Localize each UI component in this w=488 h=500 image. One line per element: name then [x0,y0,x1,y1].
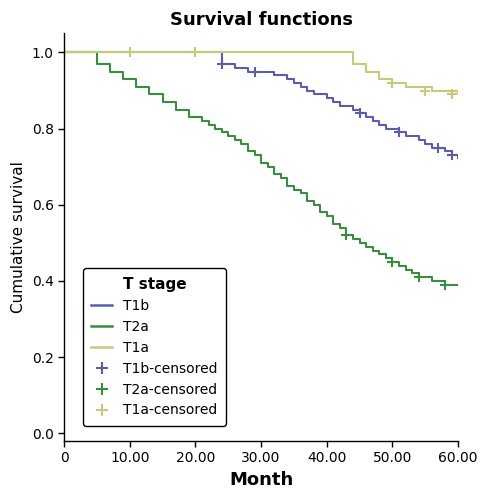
Title: Survival functions: Survival functions [169,11,352,29]
X-axis label: Month: Month [228,471,293,489]
Y-axis label: Cumulative survival: Cumulative survival [11,161,26,313]
Legend: T1b, T2a, T1a, T1b-censored, T2a-censored, T1a-censored: T1b, T2a, T1a, T1b-censored, T2a-censore… [82,268,225,426]
